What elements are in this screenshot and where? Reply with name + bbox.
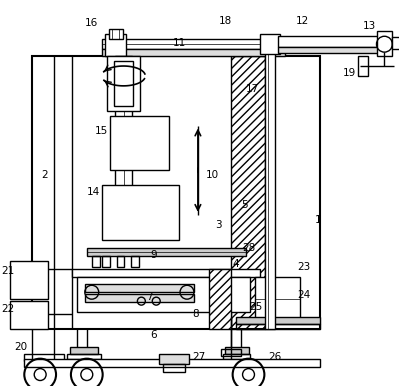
Text: 15: 15 (95, 125, 108, 135)
Bar (260, 34, 280, 54)
Bar (87, 248, 246, 256)
Bar (132, 256, 139, 267)
Text: 1: 1 (315, 215, 321, 225)
Bar (225, 347, 250, 354)
Bar (105, 34, 126, 56)
Bar (92, 256, 100, 267)
Text: 18: 18 (219, 16, 232, 26)
Text: 9: 9 (150, 249, 156, 260)
Text: 26: 26 (269, 352, 282, 362)
Text: 23: 23 (298, 262, 311, 272)
Bar (265, 41, 275, 329)
Text: 2: 2 (41, 170, 48, 180)
Bar (209, 269, 231, 329)
Bar (72, 269, 260, 277)
Bar (10, 301, 48, 329)
Text: 22: 22 (1, 304, 14, 314)
Bar (358, 56, 368, 76)
Bar (392, 37, 400, 49)
Bar (278, 36, 382, 47)
Text: 3: 3 (216, 220, 222, 230)
Bar (223, 354, 250, 359)
Bar (221, 349, 240, 356)
Bar (114, 56, 132, 230)
Text: 24: 24 (298, 290, 311, 300)
Bar (278, 47, 382, 53)
Text: 10: 10 (206, 170, 219, 180)
Bar (24, 354, 64, 361)
Text: 17: 17 (246, 84, 259, 94)
Bar (107, 56, 140, 111)
Text: 7: 7 (146, 292, 153, 302)
Text: 21: 21 (1, 267, 14, 276)
Bar (70, 347, 98, 354)
Bar (24, 359, 320, 367)
Text: 25: 25 (249, 302, 262, 312)
Bar (32, 56, 320, 329)
Bar (85, 294, 194, 302)
Text: 8: 8 (193, 309, 199, 319)
Text: 14: 14 (87, 187, 100, 197)
Text: 19: 19 (343, 68, 356, 78)
Bar (109, 29, 122, 39)
Bar (85, 284, 194, 292)
Text: 12: 12 (296, 16, 309, 26)
Bar (114, 61, 134, 106)
Text: 5: 5 (241, 200, 248, 210)
Bar (102, 49, 285, 56)
Bar (116, 256, 124, 267)
Bar (110, 116, 169, 170)
Bar (159, 354, 189, 364)
Text: 11: 11 (172, 38, 186, 48)
Bar (102, 39, 285, 49)
Bar (10, 262, 48, 299)
Bar (236, 317, 320, 324)
Text: 16: 16 (85, 18, 98, 28)
Bar (392, 39, 399, 46)
Bar (378, 31, 392, 56)
Bar (67, 354, 101, 359)
Bar (231, 56, 265, 329)
Text: 4: 4 (232, 260, 239, 269)
Bar (102, 256, 110, 267)
Bar (102, 185, 179, 240)
Text: 27: 27 (192, 352, 206, 362)
Bar (77, 277, 250, 312)
Bar (236, 324, 320, 329)
Bar (256, 277, 300, 322)
Text: 6: 6 (150, 330, 156, 340)
Text: 13: 13 (363, 21, 376, 31)
Bar (163, 364, 185, 372)
Text: 20: 20 (14, 342, 27, 352)
Text: 28: 28 (242, 242, 255, 253)
